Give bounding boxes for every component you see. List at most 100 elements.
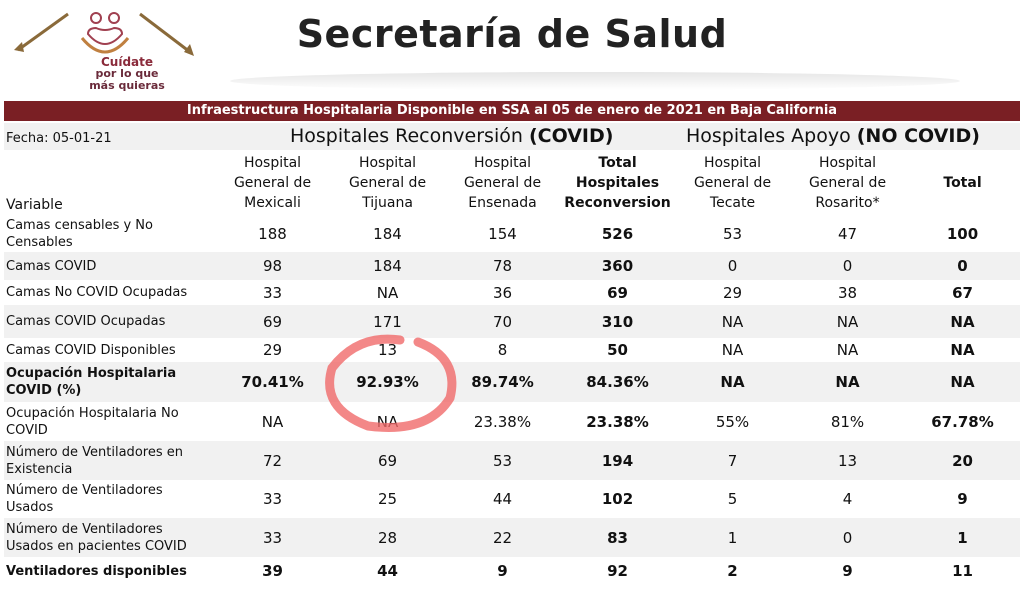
cell: 25	[377, 490, 398, 508]
cell: 67	[952, 283, 973, 302]
cell: 154	[488, 224, 517, 243]
cell: 194	[560, 441, 675, 480]
cell: 526	[601, 224, 634, 243]
cell: 360	[560, 252, 675, 280]
cell: 9	[957, 490, 968, 508]
logo-line: por lo que	[95, 67, 159, 80]
logo-line: Cuídate	[100, 55, 154, 69]
cell: 69	[330, 441, 445, 480]
cell: 33	[262, 283, 283, 302]
table-row: Ocupación Hospitalaria COVID (%) 70.41% 92…	[4, 362, 1020, 402]
banner: Infraestructura Hospitalaria Disponible …	[4, 101, 1020, 121]
cell: 5	[727, 490, 738, 508]
table-row: Camas COVID Disponibles 29 13 8 50 NA NA NA	[4, 338, 1020, 362]
table-row: Camas COVID Ocupadas 69 171 70 310 NA NA NA	[4, 305, 1020, 338]
cell: 100	[946, 224, 979, 243]
table-row: Ocupación Hospitalaria No COVID NA NA 23.38…	[4, 402, 1020, 441]
cell: 28	[330, 518, 445, 557]
logo-line: más quieras	[89, 79, 165, 92]
cell: 0	[905, 252, 1020, 280]
cell: 92	[607, 562, 628, 580]
cell: 50	[607, 341, 628, 359]
cell: 188	[258, 224, 287, 243]
cell: NA	[905, 305, 1020, 338]
group-name: Hospitales Reconversión	[290, 125, 523, 147]
table-row: Número de Ventiladores en Existencia 72 69…	[4, 441, 1020, 480]
cell: 47	[837, 224, 858, 243]
cell: 184	[373, 224, 402, 243]
cell: NA	[675, 362, 790, 402]
cell: NA	[836, 341, 859, 359]
cell: 8	[497, 341, 508, 359]
cell: 67.78%	[931, 412, 994, 431]
cell: 53	[722, 224, 743, 243]
title-shadow	[230, 72, 960, 90]
cell: 0	[790, 252, 905, 280]
cell: 53	[445, 441, 560, 480]
cell: 36	[492, 283, 513, 302]
table-row: Ventiladores disponibles 39 44 9 92 2 9 11	[4, 557, 1020, 585]
column-header: Total Hospitales Reconversion	[564, 154, 671, 211]
cell: 33	[215, 518, 330, 557]
cell: 83	[560, 518, 675, 557]
cell: 84.36%	[560, 362, 675, 402]
cell: 13	[377, 341, 398, 359]
cell: 23.38%	[586, 412, 649, 431]
cell: 7	[675, 441, 790, 480]
header-row: Variable Hospital General de Mexicali Hosp…	[4, 150, 1020, 215]
table-row: Camas No COVID Ocupadas 33 NA 36 69 29 38 67	[4, 280, 1020, 305]
cell: NA	[376, 283, 399, 302]
column-header: Total	[943, 174, 982, 191]
cell: 22	[445, 518, 560, 557]
logo-text: Cuídate por lo que más quieras	[72, 56, 182, 92]
cell: NA	[950, 341, 975, 359]
row-label: Camas COVID Disponibles	[6, 342, 176, 358]
row-label: Ocupación Hospitalaria COVID (%)	[4, 362, 215, 402]
row-label: Ocupación Hospitalaria No COVID	[6, 405, 179, 438]
group-name: Hospitales Apoyo	[686, 125, 851, 147]
cell: 92.93%	[330, 362, 445, 402]
column-header: Hospital General de Ensenada	[463, 154, 542, 211]
cell: 38	[837, 283, 858, 302]
cell: 70.41%	[215, 362, 330, 402]
table-row: Número de Ventiladores Usados 33 25 44 102 5 4…	[4, 480, 1020, 518]
cell: 1	[675, 518, 790, 557]
cell: 70	[445, 305, 560, 338]
cell: 0	[675, 252, 790, 280]
cell: 29	[262, 341, 283, 359]
cell: NA	[790, 305, 905, 338]
cell: 55%	[715, 412, 750, 431]
cell: NA	[675, 305, 790, 338]
variable-header: Variable	[6, 197, 63, 213]
row-label: Camas censables y No Censables	[6, 217, 153, 250]
column-header: Hospital General de Mexicali	[233, 154, 312, 211]
cell: NA	[721, 341, 744, 359]
cell: NA	[790, 362, 905, 402]
cell: 89.74%	[445, 362, 560, 402]
cell: 33	[262, 490, 283, 508]
cell: 184	[330, 252, 445, 280]
cell: NA	[905, 362, 1020, 402]
group-header: Hospitales Reconversión (COVID)	[290, 125, 613, 147]
column-header: Hospital General de Tecate	[693, 154, 772, 211]
row-label: Número de Ventiladores en Existencia	[4, 441, 215, 480]
cell: 81%	[830, 412, 865, 431]
cell: 9	[497, 562, 508, 580]
cell: 23.38%	[473, 412, 532, 431]
cell: 44	[492, 490, 513, 508]
cell: 0	[790, 518, 905, 557]
cell: 102	[601, 490, 634, 508]
cell: 171	[330, 305, 445, 338]
cell: 13	[790, 441, 905, 480]
row-label: Camas COVID	[4, 252, 215, 280]
row-label: Número de Ventiladores Usados	[6, 483, 163, 515]
title: Secretaría de Salud	[296, 12, 728, 56]
group-header: Hospitales Apoyo (NO COVID)	[686, 125, 980, 147]
column-header: Hospital General de Tijuana	[348, 154, 427, 211]
row-label: Número de Ventiladores Usados en pacient…	[4, 518, 215, 557]
cell: 44	[377, 562, 398, 580]
group-tag: (NO COVID)	[856, 125, 980, 147]
cell: 29	[722, 283, 743, 302]
cell: 310	[560, 305, 675, 338]
cell: 20	[905, 441, 1020, 480]
